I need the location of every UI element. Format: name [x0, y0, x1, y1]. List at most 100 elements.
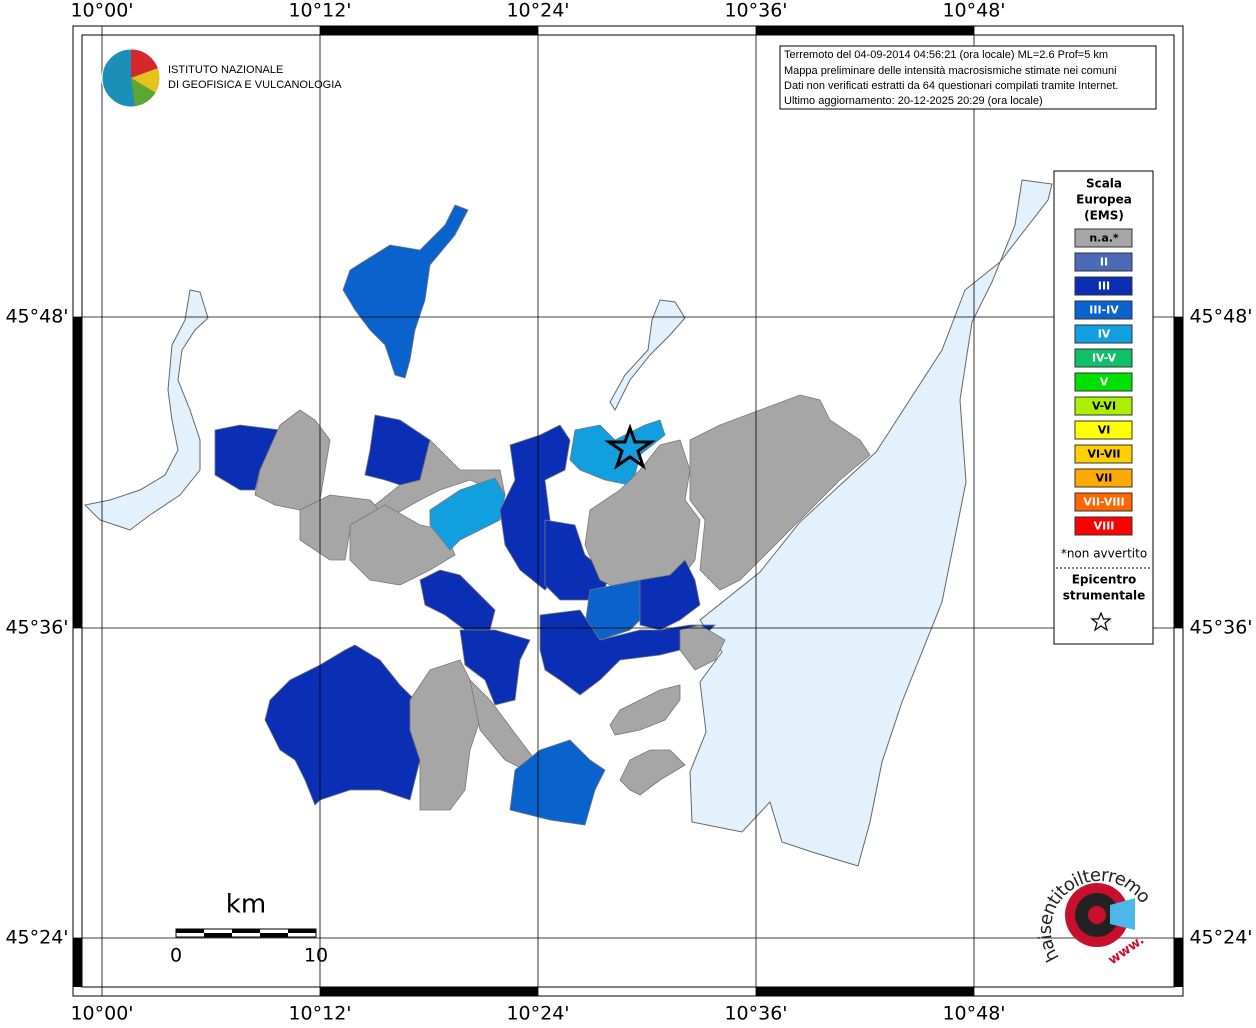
latitude-label: 45°36' [1189, 617, 1252, 639]
lake-idro [609, 299, 686, 412]
longitude-label: 10°36' [724, 0, 787, 22]
logo-speaker [1110, 898, 1135, 930]
legend-swatch [1074, 276, 1133, 296]
legend-swatch [1074, 252, 1133, 272]
municipality [584, 439, 701, 591]
scale-segment [232, 929, 260, 933]
legend-swatch [1074, 300, 1133, 320]
municipalities [214, 204, 871, 826]
legend-note: *non avvertito [1061, 547, 1147, 561]
latitude-label: 45°48' [5, 306, 68, 328]
longitude-label: 10°24' [506, 0, 569, 22]
lake-garda [689, 179, 1053, 867]
graticule [73, 26, 1183, 996]
logo-core [1088, 906, 1106, 924]
municipality [679, 624, 726, 671]
info-frame [779, 45, 1157, 110]
municipality [409, 659, 481, 811]
scale-label: 10 [304, 945, 328, 967]
legend-swatch [1074, 228, 1133, 248]
longitude-label: 10°48' [942, 0, 1005, 22]
logo-segment [131, 49, 158, 78]
legend-label: VI-VII [1087, 448, 1120, 461]
longitude-label: 10°12' [288, 0, 351, 22]
legend-epicenter: strumentale [1063, 589, 1146, 603]
legend-swatch [1074, 372, 1133, 392]
legend-title: Europea [1076, 193, 1132, 207]
municipality [342, 204, 469, 379]
info-line: Mappa preliminare delle intensità macros… [784, 65, 1117, 77]
municipality [619, 749, 686, 796]
legend-label: V [1100, 376, 1109, 389]
border-bar [320, 987, 538, 996]
ingv-logo: ISTITUTO NAZIONALE DI GEOFISICA E VULCAN… [101, 48, 342, 108]
longitude-label: 10°48' [942, 1003, 1005, 1025]
border-bar [73, 938, 82, 987]
municipality [264, 644, 421, 806]
border-bar [320, 26, 538, 35]
latitude-label: 45°48' [1189, 306, 1252, 328]
legend-label: III-IV [1089, 304, 1119, 317]
legend-label: n.a.* [1089, 232, 1119, 245]
legend-label: VIII [1094, 520, 1115, 533]
legend-label: III [1098, 280, 1110, 293]
municipality [374, 439, 506, 521]
info-line: Dati non verificati estratti da 64 quest… [784, 80, 1118, 92]
lake-iseo [83, 289, 209, 531]
legend-label: VII-VIII [1083, 496, 1124, 509]
municipality [419, 569, 496, 631]
institute-name: ISTITUTO NAZIONALE [168, 64, 283, 76]
scale-segment [204, 933, 232, 937]
legend-label: II [1100, 256, 1108, 269]
legend-star [1090, 611, 1112, 632]
legend-swatch [1074, 324, 1133, 344]
municipality [429, 477, 506, 551]
longitude-label: 10°00' [70, 1003, 133, 1025]
longitude-label: 10°12' [288, 1003, 351, 1025]
info-line: Ultimo aggiornamento: 20-12-2025 20:29 (… [784, 95, 1043, 107]
legend-label: IV-V [1092, 352, 1117, 365]
legend-swatch [1074, 396, 1133, 416]
map-frame [72, 25, 1184, 997]
scale-bar: km 0 10 [170, 890, 328, 967]
scale-label: 0 [170, 945, 182, 967]
scale-segment [288, 929, 316, 933]
lakes [83, 179, 1053, 867]
legend-epicenter: Epicentro [1072, 573, 1137, 587]
legend: Scala Europea (EMS) *non avvertito Epice… [1053, 170, 1154, 645]
institute-name: DI GEOFISICA E VULCANOLOGIA [168, 79, 342, 91]
scale-segment [260, 933, 288, 937]
logo-segment [131, 68, 160, 93]
legend-swatch [1074, 516, 1133, 536]
legend-swatch [1074, 444, 1133, 464]
municipality [639, 559, 701, 631]
border-bar [73, 317, 82, 628]
longitude-label: 10°24' [506, 1003, 569, 1025]
legend-label: V-VI [1092, 400, 1116, 413]
longitude-label: 10°00' [70, 0, 133, 22]
municipality [459, 629, 531, 706]
legend-title: (EMS) [1084, 209, 1124, 223]
legend-label: VII [1096, 472, 1113, 485]
legend-label: IV [1098, 328, 1111, 341]
scale-unit: km [226, 890, 266, 920]
info-box: Terremoto del 04-09-2014 04:56:21 (ora l… [779, 45, 1157, 110]
border-bar [1174, 317, 1183, 628]
latitude-label: 45°24' [5, 927, 68, 949]
epicenter-star [604, 423, 656, 470]
municipality [689, 394, 871, 591]
municipality [609, 684, 681, 736]
legend-label: VI [1098, 424, 1111, 437]
longitude-label: 10°36' [724, 1003, 787, 1025]
municipality [509, 739, 606, 826]
border-bar [756, 26, 974, 35]
legend-swatch [1074, 492, 1133, 512]
legend-swatch [1074, 348, 1133, 368]
latitude-label: 45°24' [1189, 927, 1252, 949]
border-bar [1174, 938, 1183, 987]
legend-swatch [1074, 420, 1133, 440]
legend-swatch [1074, 468, 1133, 488]
latitude-label: 45°36' [5, 617, 68, 639]
logo-outline [101, 48, 161, 108]
